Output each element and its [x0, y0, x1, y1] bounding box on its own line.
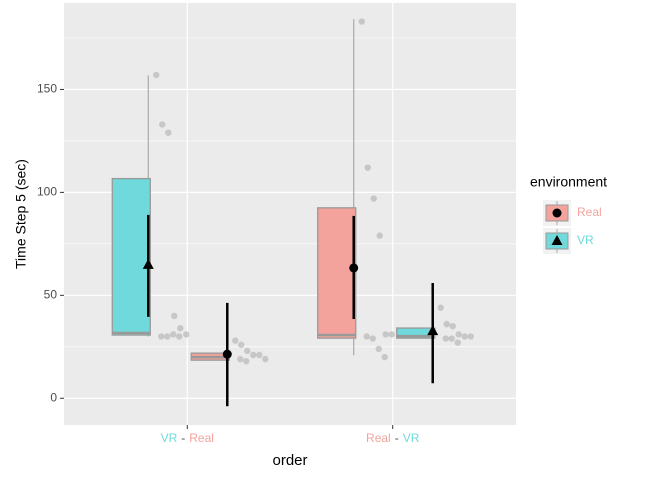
jitter-point — [237, 355, 244, 363]
jitter-point — [461, 333, 468, 340]
jitter-point — [381, 353, 388, 361]
jitter-point — [467, 333, 474, 340]
x-axis-title: order — [272, 452, 307, 469]
jitter-point — [165, 129, 172, 136]
jitter-point — [250, 351, 257, 359]
jitter-point — [164, 333, 171, 340]
jitter-point — [375, 345, 382, 353]
jitter-point — [153, 71, 160, 79]
jitter-point — [376, 232, 383, 239]
jitter-point — [244, 347, 251, 355]
jitter-point — [443, 320, 450, 328]
jitter-point — [449, 322, 456, 330]
legend-title: environment — [530, 174, 607, 190]
x-tick-label-part: VR — [403, 431, 420, 445]
x-tick-label-part: - — [395, 431, 399, 445]
box — [111, 177, 151, 336]
jitter-point — [177, 325, 184, 332]
jitter-point — [442, 335, 449, 342]
jitter-point — [262, 355, 269, 363]
jitter-point — [455, 331, 462, 338]
legend-label: VR — [577, 233, 594, 247]
jitter-point — [171, 312, 178, 320]
y-tick-label: 100 — [37, 185, 57, 199]
jitter-point — [358, 18, 365, 25]
x-tick-label-part: Real — [366, 431, 391, 445]
jitter-point — [183, 331, 190, 338]
jitter-point — [388, 331, 395, 338]
jitter-point — [437, 304, 444, 311]
x-tick-label-part: VR — [161, 431, 178, 445]
jitter-point — [158, 333, 165, 340]
x-tick-label: Real - VR — [366, 431, 420, 445]
y-tick-label: 50 — [44, 287, 58, 301]
jitter-point — [170, 331, 177, 338]
box — [317, 207, 357, 339]
y-axis-title: Time Step 5 (sec) — [13, 159, 29, 269]
legend-label: Real — [577, 205, 602, 219]
y-tick-label: 0 — [50, 390, 57, 404]
jitter-point — [176, 333, 183, 340]
jitter-point — [256, 351, 263, 359]
mean-marker — [142, 258, 154, 269]
legend-marker — [551, 235, 563, 245]
jitter-point — [369, 335, 376, 342]
jitter-point — [382, 331, 389, 338]
jitter-point — [238, 341, 245, 348]
x-tick-label-part: - — [181, 431, 185, 445]
jitter-point — [243, 357, 250, 365]
jitter-point — [363, 333, 370, 340]
mean-marker — [349, 263, 359, 273]
jitter-point — [370, 195, 377, 202]
mean-marker — [222, 349, 232, 359]
y-tick-label: 150 — [37, 82, 57, 96]
legend-marker — [552, 208, 562, 218]
mean-marker — [427, 325, 439, 336]
x-tick-label-part: Real — [189, 431, 214, 445]
jitter-point — [232, 337, 239, 344]
jitter-point — [454, 339, 461, 346]
x-tick-label: VR - Real — [161, 431, 214, 445]
jitter-point — [159, 121, 166, 128]
jitter-point — [364, 164, 371, 171]
jitter-point — [448, 335, 455, 342]
